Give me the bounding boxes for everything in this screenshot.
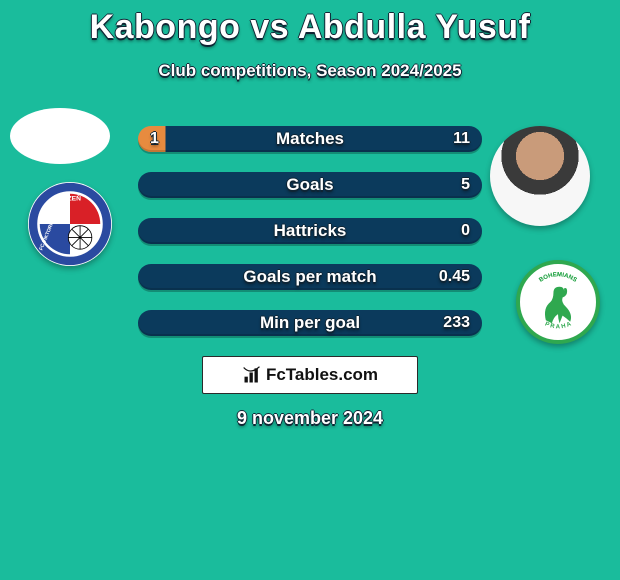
bar-chart-icon [242, 365, 262, 385]
watermark-box: FcTables.com [202, 356, 418, 394]
stat-label: Matches [276, 129, 344, 149]
player-avatar-right [490, 126, 590, 226]
svg-text:PLZEŇ: PLZEŇ [59, 193, 81, 202]
stat-bar-list: Matches111Goals5Hattricks0Goals per matc… [138, 126, 482, 336]
plzen-crest-icon: PLZEŇ FC VIKTORIA [28, 182, 112, 266]
stat-bar: Min per goal 233 [138, 310, 482, 336]
stat-value-right: 233 [443, 314, 470, 332]
stat-value-right: 0.45 [439, 268, 470, 286]
stat-bar: Matches111 [138, 126, 482, 152]
comparison-infographic: Kabongo vs Abdulla Yusuf Club competitio… [0, 0, 620, 580]
stat-value-right: 11 [453, 130, 470, 148]
bohemians-crest-icon: BOHEMIANS BOHEMIANS P R A H A [520, 260, 596, 344]
stat-label: Hattricks [274, 221, 347, 241]
stat-label: Min per goal [260, 313, 360, 333]
player-avatar-left [10, 108, 110, 164]
stat-value-right: 0 [461, 222, 470, 240]
stat-label: Goals per match [243, 267, 376, 287]
stat-value-right: 5 [461, 176, 470, 194]
date-caption: 9 november 2024 [0, 408, 620, 429]
page-title: Kabongo vs Abdulla Yusuf [0, 0, 620, 47]
club-badge-left: PLZEŇ FC VIKTORIA [28, 182, 112, 266]
subtitle: Club competitions, Season 2024/2025 [0, 61, 620, 81]
stat-label: Goals [286, 175, 333, 195]
stat-bar: Goals 5 [138, 172, 482, 198]
club-badge-right: BOHEMIANS BOHEMIANS P R A H A [516, 260, 600, 344]
stat-value-left: 1 [150, 130, 159, 148]
watermark-text: FcTables.com [266, 365, 378, 385]
stat-bar: Hattricks 0 [138, 218, 482, 244]
stat-bar: Goals per match 0.45 [138, 264, 482, 290]
